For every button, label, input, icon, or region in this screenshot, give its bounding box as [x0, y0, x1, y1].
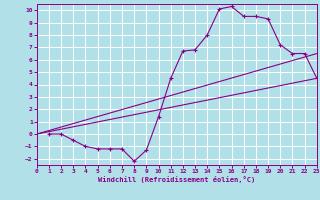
X-axis label: Windchill (Refroidissement éolien,°C): Windchill (Refroidissement éolien,°C) [98, 176, 255, 183]
